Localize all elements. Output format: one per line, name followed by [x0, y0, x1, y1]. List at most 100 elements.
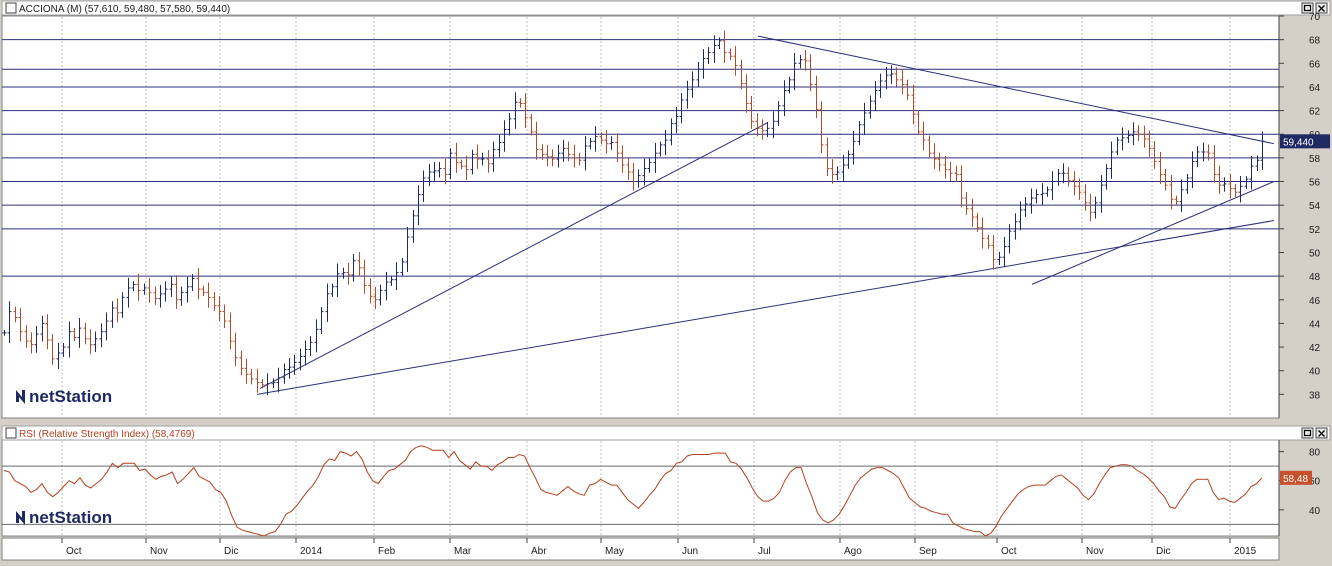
ohlc-bar: [986, 234, 991, 249]
ohlc-bar: [819, 101, 824, 154]
x-tick-label: Mar: [454, 546, 472, 557]
price-y-tick-label: 40: [1309, 367, 1321, 378]
ohlc-bar: [405, 227, 410, 273]
ohlc-bar: [943, 156, 948, 179]
ohlc-bar: [368, 278, 373, 304]
ohlc-bar: [1088, 193, 1093, 222]
ohlc-bar: [470, 149, 475, 175]
rsi-panel-menu-icon[interactable]: [5, 427, 17, 439]
ohlc-bar: [921, 121, 926, 151]
ohlc-bar: [67, 321, 72, 358]
rsi-last-value-badge: 58,48: [1280, 470, 1312, 485]
ohlc-bar: [1244, 176, 1249, 190]
ohlc-bar: [873, 81, 878, 111]
ohlc-bar: [808, 54, 813, 92]
ohlc-bar: [991, 235, 996, 270]
ohlc-bar: [609, 136, 614, 150]
ohlc-bar: [1023, 196, 1028, 217]
price-panel-title: ACCIONA (M) (57,610, 59,480, 57,580, 59,…: [19, 4, 230, 15]
ohlc-bar: [1077, 178, 1082, 200]
rsi-watermark-text: netStation: [29, 508, 112, 527]
ohlc-bar: [1147, 130, 1152, 157]
x-tick-label: Oct: [66, 546, 82, 557]
ohlc-bar: [599, 132, 604, 145]
ohlc-bar: [1131, 122, 1136, 146]
trend-line[interactable]: [757, 35, 1275, 145]
x-tick-label: 2014: [300, 546, 323, 557]
x-tick-label: Dic: [1156, 546, 1170, 557]
rsi-series-line: [3, 445, 1263, 537]
rsi-panel-restore-button[interactable]: [1301, 427, 1314, 439]
trend-line[interactable]: [259, 121, 769, 389]
ohlc-bar: [851, 130, 856, 165]
ohlc-bar: [975, 212, 980, 232]
ohlc-bar: [1238, 175, 1243, 203]
price-watermark: netStation: [16, 387, 112, 406]
ohlc-bar: [722, 30, 727, 63]
price-y-tick-label: 58: [1309, 154, 1321, 165]
ohlc-bar: [99, 323, 104, 348]
x-tick-label: Oct: [1001, 546, 1017, 557]
ohlc-bar: [927, 135, 932, 158]
price-panel-menu-icon[interactable]: [5, 2, 17, 14]
ohlc-bar: [583, 135, 588, 171]
ohlc-bar: [351, 253, 356, 282]
ohlc-bar: [222, 304, 227, 329]
ohlc-bar: [233, 332, 238, 367]
ohlc-bar: [846, 150, 851, 169]
ohlc-bar: [357, 252, 362, 277]
ohlc-bar: [690, 71, 695, 98]
ohlc-bar: [835, 166, 840, 181]
ohlc-bar: [244, 358, 249, 384]
ohlc-bar: [1185, 173, 1190, 194]
ohlc-bar: [72, 327, 77, 342]
ohlc-bar: [593, 126, 598, 152]
ohlc-bar: [153, 286, 158, 305]
ohlc-bar: [550, 149, 555, 167]
ohlc-bar: [126, 277, 131, 308]
x-tick-label: May: [605, 546, 624, 557]
ohlc-bar: [120, 292, 125, 318]
ohlc-bar: [884, 66, 889, 90]
price-y-tick-label: 44: [1309, 319, 1321, 330]
netstation-logo-icon: [16, 511, 25, 525]
ohlc-bar: [1260, 131, 1265, 171]
x-tick-label: Sep: [919, 546, 937, 557]
ohlc-bar: [292, 354, 297, 375]
ohlc-bar: [577, 152, 582, 166]
rsi-y-tick-label: 60: [1309, 477, 1321, 488]
ohlc-bar: [497, 134, 502, 158]
ohlc-bar: [40, 315, 45, 342]
ohlc-bar: [1018, 201, 1023, 231]
ohlc-bar: [674, 106, 679, 134]
price-last-value: 59,440: [1283, 137, 1314, 148]
ohlc-bar: [663, 129, 668, 156]
ohlc-bar: [857, 120, 862, 146]
ohlc-bar: [1066, 167, 1071, 187]
ohlc-bar: [303, 340, 308, 366]
ohlc-bar: [319, 306, 324, 334]
ohlc-bar: [190, 274, 195, 292]
ohlc-bar: [1056, 168, 1061, 186]
netstation-logo-icon: [16, 390, 25, 404]
trend-line[interactable]: [1031, 181, 1275, 285]
ohlc-bar: [653, 142, 658, 173]
ohlc-bar: [271, 378, 276, 388]
rsi-y-tick-label: 80: [1309, 448, 1321, 459]
ohlc-bar: [45, 314, 50, 350]
rsi-panel-close-button[interactable]: [1315, 427, 1328, 439]
ohlc-bar: [1201, 142, 1206, 162]
ohlc-bar: [529, 114, 534, 136]
ohlc-bar: [249, 368, 254, 385]
price-panel-restore-button[interactable]: [1301, 2, 1314, 14]
ohlc-bar: [217, 296, 222, 322]
ohlc-bar: [34, 325, 39, 353]
ohlc-bar: [437, 161, 442, 178]
ohlc-bar: [1249, 155, 1254, 190]
ohlc-bar: [1120, 127, 1125, 151]
ohlc-bar: [341, 267, 346, 279]
price-panel-close-button[interactable]: [1315, 2, 1328, 14]
trend-line[interactable]: [256, 220, 1275, 395]
ohlc-bar: [760, 119, 765, 140]
ohlc-bar: [56, 342, 61, 369]
